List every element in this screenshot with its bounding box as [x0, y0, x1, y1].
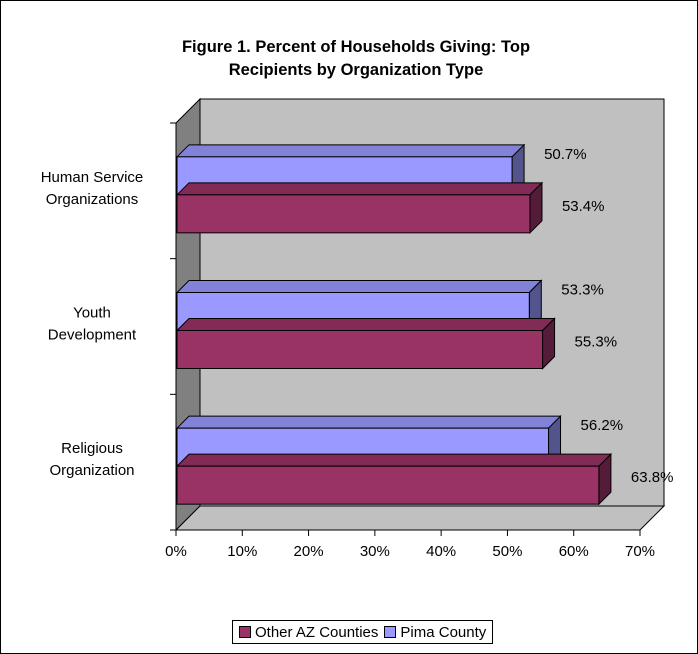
- legend-swatch-pima: [384, 626, 397, 638]
- bar-top-face: [175, 144, 526, 158]
- data-label: 56.2%: [581, 417, 624, 434]
- data-label: 55.3%: [575, 334, 618, 351]
- category-label: Youth: [73, 305, 111, 322]
- category-label: Human Service: [41, 169, 144, 186]
- data-label: 50.7%: [544, 146, 587, 163]
- data-label: 63.8%: [631, 469, 674, 486]
- bar-top-face: [175, 453, 613, 467]
- x-tick-label: 40%: [426, 543, 456, 560]
- legend-swatch-other-az: [239, 626, 251, 638]
- legend-label-pima: Pima County: [400, 623, 487, 641]
- bar-top-face: [175, 415, 562, 429]
- bar-other-az: [176, 194, 531, 234]
- category-label: Organizations: [46, 191, 139, 208]
- data-label: 53.3%: [561, 282, 604, 299]
- x-tick-label: 0%: [165, 543, 187, 560]
- x-tick-label: 60%: [559, 543, 589, 560]
- bar-other-az: [176, 330, 544, 369]
- x-tick-label: 10%: [227, 543, 257, 560]
- plot-area: 0% 10% 20% 30% 40% 50% 60% 70% 50.7% 53.4% Human S…: [41, 97, 674, 560]
- chart-title-line-1: Figure 1. Percent of Households Giving: …: [182, 38, 530, 56]
- bar-top-face: [175, 318, 556, 331]
- x-tick-label: 30%: [360, 543, 390, 560]
- category-label: Organization: [49, 462, 134, 479]
- bar-other-az: [176, 465, 600, 505]
- data-label: 53.4%: [562, 198, 605, 215]
- legend-item-other-az: Other AZ Counties: [239, 624, 378, 641]
- x-tick-label: 70%: [625, 543, 655, 560]
- category-label: Development: [48, 327, 137, 344]
- x-tick-label: 20%: [294, 543, 324, 560]
- category-label: Religious: [61, 440, 123, 457]
- floor: [174, 505, 666, 531]
- bar-top-face: [175, 280, 543, 293]
- legend-item-pima: Pima County: [384, 624, 486, 641]
- legend: Other AZ Counties Pima County: [232, 620, 494, 644]
- chart-title-line-2: Recipients by Organization Type: [229, 61, 484, 79]
- legend-label-other-az: Other AZ Counties: [255, 623, 379, 641]
- bar-top-face: [175, 182, 544, 196]
- x-tick-label: 50%: [492, 543, 522, 560]
